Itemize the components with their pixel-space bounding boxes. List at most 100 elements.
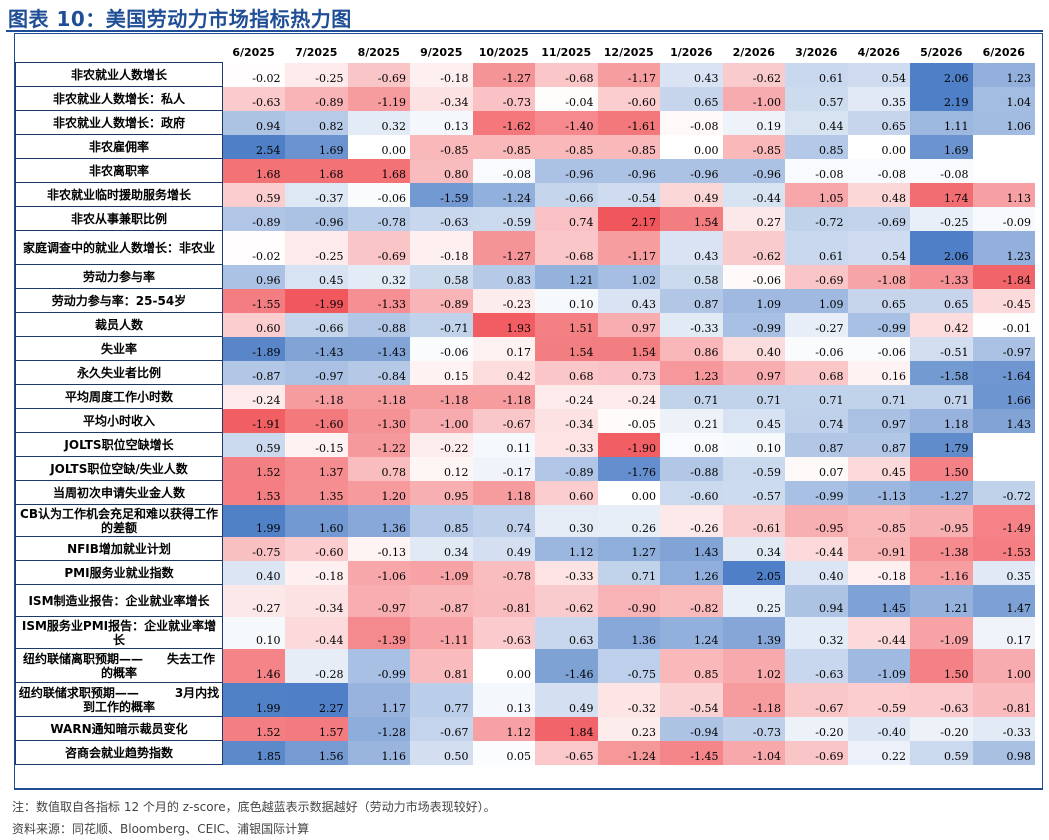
heatmap-cell: -1.11 — [410, 616, 473, 649]
heatmap-cell: 0.54 — [847, 230, 910, 265]
heatmap-cell: 1.36 — [347, 504, 410, 537]
row-label: 永久失业者比例 — [15, 360, 223, 385]
heatmap-cell: -0.33 — [535, 560, 598, 585]
heatmap-cell: 2.17 — [597, 206, 660, 231]
heatmap-cell: 1.66 — [972, 384, 1035, 409]
heatmap-cell: -0.05 — [597, 408, 660, 433]
heatmap-cell: 1.47 — [972, 584, 1035, 617]
heatmap-cell: 0.11 — [472, 432, 535, 457]
heatmap-row: WARN通知暗示裁员变化 1.52 1.57 -1.28 -0.67 1.12 1.84 0.… — [15, 716, 1035, 741]
heatmap-cell: 0.96 — [222, 264, 285, 289]
heatmap-cell: 0.17 — [472, 336, 535, 361]
heatmap-cell: -0.63 — [472, 616, 535, 649]
heatmap-cell: -1.27 — [472, 230, 535, 265]
heatmap-cell: -0.45 — [972, 288, 1035, 313]
heatmap-cell: 0.97 — [847, 408, 910, 433]
heatmap-cell: 0.85 — [660, 648, 723, 683]
heatmap-cell — [972, 134, 1035, 159]
heatmap-cell: 1.50 — [910, 456, 973, 481]
row-label: 当周初次申请失业金人数 — [15, 480, 223, 505]
heatmap-cell: -1.55 — [222, 288, 285, 313]
heatmap-cell: -1.30 — [347, 408, 410, 433]
heatmap-cell: -0.89 — [222, 206, 285, 231]
heatmap-cell: 1.37 — [285, 456, 348, 481]
heatmap-cell: -0.33 — [972, 716, 1035, 741]
heatmap-cell: 0.34 — [722, 536, 785, 561]
heatmap-cell: 0.50 — [410, 740, 473, 765]
heatmap-cell: 1.16 — [347, 740, 410, 765]
heatmap-row: 家庭调查中的就业人数增长：非农业 -0.02 -0.25 -0.69 -0.18 -1.2… — [15, 230, 1035, 265]
heatmap-cell: 1.68 — [222, 158, 285, 183]
heatmap-cell — [972, 456, 1035, 481]
heatmap-cell: -1.53 — [972, 536, 1035, 561]
heatmap-cell: -0.01 — [972, 312, 1035, 337]
heatmap-cell: 1.36 — [597, 616, 660, 649]
heatmap-cell: 1.84 — [535, 716, 598, 741]
heatmap-cell: 0.10 — [222, 616, 285, 649]
heatmap-cell: -1.13 — [847, 480, 910, 505]
heatmap-cell: 0.43 — [660, 230, 723, 265]
heatmap-cell: 1.85 — [222, 740, 285, 765]
heatmap-cell: -0.08 — [847, 158, 910, 183]
heatmap-cell: -0.06 — [347, 182, 410, 207]
heatmap-cell: 0.00 — [847, 134, 910, 159]
heatmap-cell: -0.67 — [785, 682, 848, 717]
heatmap-cell — [972, 432, 1035, 457]
heatmap-cell: 1.23 — [660, 360, 723, 385]
heatmap-cell: -0.85 — [847, 504, 910, 537]
heatmap-row: 永久失业者比例 -0.87 -0.97 -0.84 0.15 0.42 0.68 0.73 1.… — [15, 360, 1035, 385]
row-label: ISM制造业报告：企业就业率增长 — [15, 584, 223, 617]
heatmap-cell: -0.87 — [410, 584, 473, 617]
heatmap-cell: 1.04 — [972, 86, 1035, 111]
heatmap-cell: -1.76 — [597, 456, 660, 481]
heatmap-cell: 0.43 — [597, 288, 660, 313]
heatmap-row: JOLTS职位空缺/失业人数 1.52 1.37 0.78 0.12 -0.17 -0.89… — [15, 456, 1035, 481]
heatmap-cell: -1.27 — [910, 480, 973, 505]
heatmap-cell: -1.40 — [535, 110, 598, 135]
heatmap-cell: 0.61 — [785, 62, 848, 87]
heatmap-cell: -0.27 — [785, 312, 848, 337]
heatmap-cell: 1.24 — [660, 616, 723, 649]
heatmap-cell: 1.99 — [222, 504, 285, 537]
heatmap-cell: -0.13 — [347, 536, 410, 561]
heatmap-cell: -0.59 — [472, 206, 535, 231]
heatmap-cell: 0.87 — [785, 432, 848, 457]
heatmap-cell: -0.69 — [847, 206, 910, 231]
heatmap-cell: 0.10 — [722, 432, 785, 457]
heatmap-cell: -0.72 — [972, 480, 1035, 505]
heatmap-cell: -0.32 — [597, 682, 660, 717]
row-label: 非农从事兼职比例 — [15, 206, 223, 231]
heatmap-cell: 1.27 — [597, 536, 660, 561]
row-label: NFIB增加就业计划 — [15, 536, 223, 561]
heatmap-cell: -0.69 — [785, 740, 848, 765]
heatmap-cell: 0.30 — [535, 504, 598, 537]
heatmap-cell: 0.97 — [722, 360, 785, 385]
heatmap-cell: 0.59 — [222, 432, 285, 457]
heatmap-row: 非农离职率 1.68 1.68 1.68 0.80 -0.08 -0.96 -0.96 -0.9… — [15, 158, 1035, 183]
heatmap-cell: 2.27 — [285, 682, 348, 717]
row-label: WARN通知暗示裁员变化 — [15, 716, 223, 741]
heatmap-cell: 1.13 — [972, 182, 1035, 207]
heatmap-cell: 0.00 — [472, 648, 535, 683]
heatmap-cell: -0.24 — [597, 384, 660, 409]
heatmap-cell: -0.63 — [910, 682, 973, 717]
heatmap-cell: 0.85 — [410, 504, 473, 537]
heatmap-cell: 0.87 — [660, 288, 723, 313]
heatmap-cell: -1.49 — [972, 504, 1035, 537]
heatmap-cell: -1.16 — [910, 560, 973, 585]
heatmap-cell: 0.80 — [410, 158, 473, 183]
heatmap-cell: -0.04 — [535, 86, 598, 111]
row-label: 纽约联储离职预期—— 失去工作的概率 — [15, 648, 223, 683]
row-label: 非农雇佣率 — [15, 134, 223, 159]
heatmap-cell: 0.10 — [535, 288, 598, 313]
heatmap-cell: -1.61 — [597, 110, 660, 135]
column-header: 6/2026 — [982, 45, 1025, 59]
heatmap-cell: -0.95 — [910, 504, 973, 537]
heatmap-cell: 1.52 — [222, 716, 285, 741]
heatmap-cell: -0.26 — [660, 504, 723, 537]
heatmap-cell: -0.73 — [472, 86, 535, 111]
heatmap-cell: -0.59 — [722, 456, 785, 481]
heatmap-cell: 0.45 — [847, 456, 910, 481]
heatmap-cell: -0.06 — [847, 336, 910, 361]
heatmap-cell: -0.89 — [535, 456, 598, 481]
